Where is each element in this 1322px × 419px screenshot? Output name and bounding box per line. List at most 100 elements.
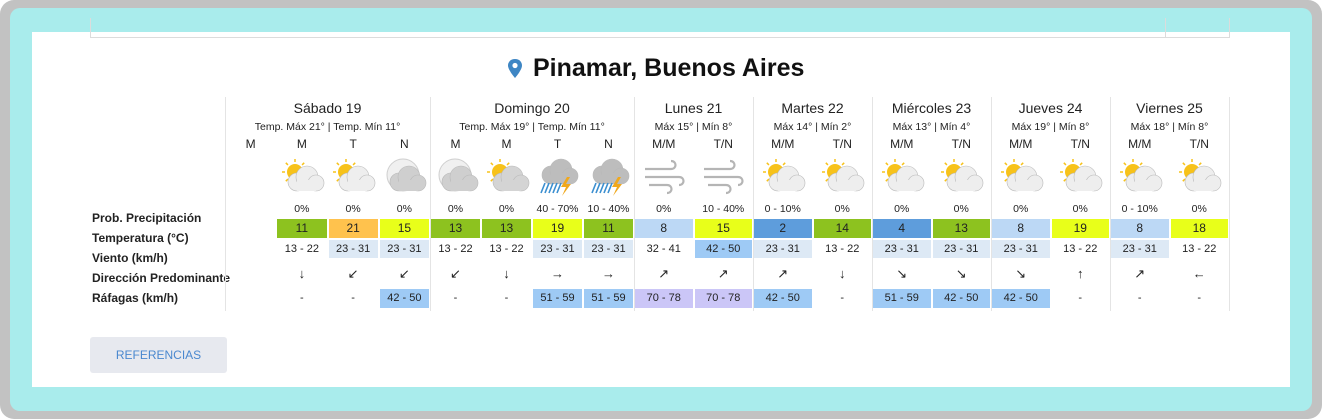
wind: 23 - 31 [873,240,931,258]
column-separator [1110,97,1111,311]
precipitation: 0 - 10% [1121,203,1158,215]
wind-direction: ← [1192,266,1206,281]
gusts: - [351,292,355,304]
wind-direction: ↙ [398,266,410,281]
wind: 23 - 31 [328,240,378,258]
wind: 23 - 31 [932,240,990,258]
wind-direction: ↗ [1134,266,1146,281]
search-box[interactable] [90,18,1230,38]
wind: 13 - 22 [1182,243,1217,255]
day-name: Sábado 19 [293,100,362,116]
period-label: T/N [1189,137,1209,151]
temperature: 4 [873,219,931,238]
period-label: M [501,137,512,151]
location-pin [508,59,522,78]
gusts: - [840,292,845,304]
row-label: Viento (km/h) [92,251,168,265]
gusts: - [300,292,304,304]
gusts: - [1078,292,1083,304]
wind: 42 - 50 [694,240,752,258]
precipitation: 0% [1191,203,1207,215]
period-label: M/M [771,137,795,151]
wind: 32 - 41 [646,243,681,255]
period-label: N [604,137,613,151]
day-name: Martes 22 [781,100,844,116]
day-summary: Máx 19° | Mín 8° [1011,121,1090,133]
weather-icon [762,159,806,192]
gusts: 51 - 59 [533,289,582,308]
wind: 23 - 31 [992,240,1050,258]
precipitation: 0% [656,203,672,215]
temperature: 8 [1111,219,1169,238]
weather-icon [486,159,529,192]
wind-direction: ↘ [896,266,908,281]
precipitation: 0% [498,203,515,215]
temperature: 19 [1051,219,1109,238]
temperature: 11 [277,219,327,238]
column-separator [634,97,635,311]
weather-icon [281,159,325,192]
gusts: 42 - 50 [754,289,812,308]
column-separator [753,97,754,311]
gusts: 70 - 78 [635,289,693,308]
wind-direction: ↓ [298,266,306,281]
wind-direction: ↘ [1015,266,1027,281]
panel [32,32,1290,387]
weather-icon [1000,159,1044,192]
period-label: T [349,137,357,151]
day-name: Lunes 21 [664,100,723,116]
gusts: 42 - 50 [992,289,1050,308]
precipitation: 0% [953,203,969,215]
wind: 23 - 31 [379,240,429,258]
period-label: M [245,137,256,151]
wind-direction: ↙ [450,266,461,281]
row-label: Dirección Predominante [92,271,231,285]
weather-icon [539,158,578,196]
weather-icon [881,159,925,192]
day-name: Domingo 20 [494,100,570,116]
wind-direction: ↓ [839,266,846,281]
weather-icon [941,159,984,192]
search-divider [1165,18,1166,38]
period-label: M [450,137,461,151]
wind-direction: ↓ [503,266,510,281]
temperature: 18 [1170,219,1228,238]
wind-direction: ↑ [1077,266,1084,281]
period-label: M [296,137,307,151]
wind-direction: ↗ [777,266,789,281]
column-separator [430,97,431,311]
gusts: - [504,292,509,304]
period-label: T [553,137,562,151]
period-label: N [400,137,409,151]
period-label: M/M [1009,137,1033,151]
gusts: 42 - 50 [932,289,990,308]
period-label: M/M [890,137,914,151]
gusts: 70 - 78 [694,289,752,308]
wind-direction: ↘ [955,266,967,281]
wind: 23 - 31 [533,240,582,258]
day-summary: Temp. Máx 21° | Temp. Mín 11° [254,121,401,133]
wind: 13 - 22 [284,243,319,255]
location-title: Pinamar, Buenos Aires [533,54,805,82]
period-label: M/M [1128,137,1152,151]
period-label: T/N [832,137,852,151]
wind-direction: ↗ [658,266,670,281]
temperature: 19 [533,219,582,238]
precipitation: 40 - 70% [536,203,579,215]
references-button[interactable]: REFERENCIAS [90,337,227,373]
precipitation: 0% [1013,203,1029,215]
wind: 13 - 22 [438,243,473,255]
wind-direction: → [602,266,615,281]
temperature: 21 [328,219,378,238]
row-label: Ráfagas (km/h) [92,291,179,305]
period-label: T/N [713,137,733,151]
precipitation: 0% [894,203,910,215]
wind-direction: ↗ [717,266,729,281]
column-separator [991,97,992,311]
precipitation: 10 - 40% [702,203,745,215]
weather-icon [438,158,478,192]
wind-direction: → [551,266,564,281]
day-summary: Máx 15° | Mín 8° [654,121,733,133]
gusts: - [453,292,458,304]
